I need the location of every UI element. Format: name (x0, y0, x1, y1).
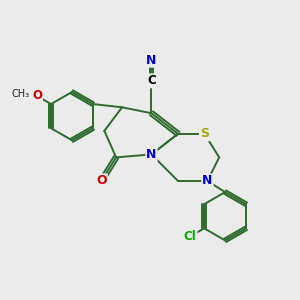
Text: S: S (200, 127, 209, 140)
Text: C: C (147, 74, 156, 87)
Text: O: O (32, 89, 42, 103)
Text: O: O (96, 174, 107, 188)
Text: Cl: Cl (184, 230, 197, 243)
Text: N: N (202, 174, 213, 188)
Text: N: N (146, 148, 157, 161)
Text: N: N (146, 54, 157, 67)
Text: CH₃: CH₃ (12, 89, 30, 100)
